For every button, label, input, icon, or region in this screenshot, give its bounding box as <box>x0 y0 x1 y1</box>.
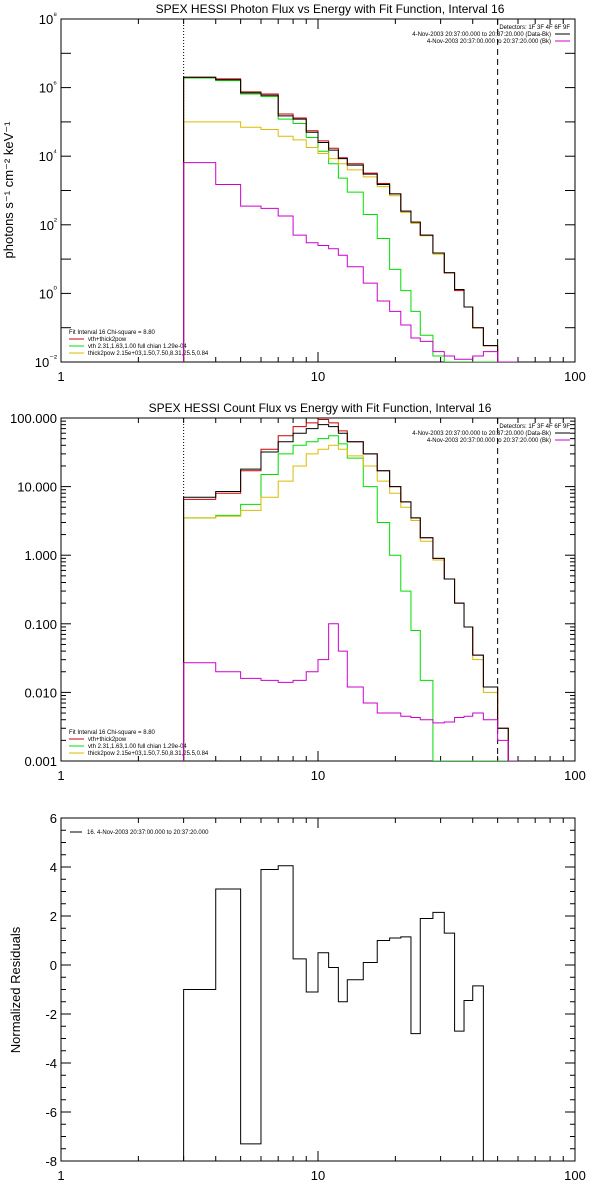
legend-header: Detectors: 1F 3F 4F 6F 9F <box>499 25 570 31</box>
legend-header: Detectors: 1F 3F 4F 6F 9F <box>499 424 570 430</box>
count-flux-y-tick-label: 0.010 <box>24 685 57 700</box>
residuals-y-tick-label: -8 <box>45 1154 57 1169</box>
photon-flux-series-bk <box>183 162 518 362</box>
photon-flux-y-ticks <box>61 18 575 363</box>
photon-flux-series-vth <box>183 77 518 362</box>
photon-flux-x-tick-label: 10 <box>311 369 325 384</box>
fit-entry-red: vth+thick2pow <box>88 737 127 743</box>
count-flux-y-tick-label: 0.100 <box>24 617 57 632</box>
count-flux-series-vth <box>183 435 518 761</box>
residuals-y-tick-label: -2 <box>45 1007 57 1022</box>
residuals-x-ticks <box>60 818 576 1161</box>
residuals-x-tick-label: 10 <box>311 1168 325 1183</box>
residuals-y-tick-label: 0 <box>50 958 57 973</box>
residuals-ylabel: Normalized Residuals <box>8 926 23 1053</box>
photon-flux-y-tick-label: 10⁶ <box>39 79 57 96</box>
residuals-legend-entry: 16. 4-Nov-2003 20:37:00.000 to 20:37:20.… <box>87 830 209 836</box>
fit-entry-gold: thick2pow 2.15e+03,1.50,7.50,8.31,25.5,0… <box>88 351 209 357</box>
photon-flux-y-tick-label: 10⁸ <box>39 10 57 27</box>
fit-entry-green: vth 2.31,1.63,1.00 full chian 1.29e-04 <box>88 744 187 750</box>
count-flux-y-tick-label: 0.001 <box>24 754 57 769</box>
photon-flux-x-tick-label: 1 <box>57 369 64 384</box>
residuals-y-tick-label: 4 <box>50 860 57 875</box>
count-flux-y-tick-label: 10.000 <box>17 480 57 495</box>
fit-entry-red: vth+thick2pow <box>88 337 127 343</box>
residuals-y-tick-label: -4 <box>45 1056 57 1071</box>
fit-entry-green: vth 2.31,1.63,1.00 full chian 1.29e-04 <box>88 344 187 350</box>
photon-flux-ylabel: photons s⁻¹ cm⁻² keV⁻¹ <box>1 121 16 259</box>
fit-legend-header: Fit Interval 16 Chi-square = 8.80 <box>69 330 156 336</box>
count-flux-series-bk <box>183 623 518 761</box>
photon-flux-panel: SPEX HESSI Photon Flux vs Energy with Fi… <box>1 2 586 384</box>
count-flux-x-tick-label: 10 <box>311 768 325 783</box>
photon-flux-series-vth-thick2pow <box>183 76 518 362</box>
count-flux-title: SPEX HESSI Count Flux vs Energy with Fit… <box>149 401 492 415</box>
count-flux-y-tick-label: 100.000 <box>10 411 57 426</box>
residuals-y-tick-label: 6 <box>50 811 57 826</box>
count-flux-y-tick-label: 1.000 <box>24 548 57 563</box>
fit-entry-gold: thick2pow 2.15e+03,1.50,7.50,8.31,25.5,0… <box>88 751 209 757</box>
residuals-y-tick-label: -6 <box>45 1105 57 1120</box>
count-flux-x-tick-label: 1 <box>57 768 64 783</box>
count-flux-series-group <box>183 419 518 761</box>
count-flux-series-thick2pow <box>183 444 518 761</box>
count-flux-x-tick-label: 100 <box>564 768 586 783</box>
residuals-x-tick-label: 100 <box>564 1168 586 1183</box>
count-flux-series-data-bk <box>183 424 518 761</box>
photon-flux-x-tick-label: 100 <box>564 369 586 384</box>
residuals-legend: 16. 4-Nov-2003 20:37:00.000 to 20:37:20.… <box>70 830 209 836</box>
photon-flux-title: SPEX HESSI Photon Flux vs Energy with Fi… <box>156 2 505 16</box>
residuals-series-16-4-nov-2003-20-37-00-000-to-20-37-20-000 <box>183 865 484 1161</box>
count-flux-legend-top-right: Detectors: 1F 3F 4F 6F 9F 4-Nov-2003 20:… <box>412 424 570 444</box>
residuals-panel: Normalized Residuals 16. 4-Nov-2003 20:3… <box>8 811 586 1183</box>
residuals-y-ticks <box>61 817 575 1162</box>
photon-flux-series-group <box>183 76 518 362</box>
count-flux-series-vth-thick2pow <box>183 419 518 761</box>
legend-entry-bk: 4-Nov-2003 20:37:00.000 to 20:37:20.000 … <box>427 39 551 45</box>
photon-flux-y-tick-label: 10⁴ <box>39 147 57 164</box>
photon-flux-y-tick-label: 10² <box>40 216 57 233</box>
photon-flux-legend-bottom-left: Fit Interval 16 Chi-square = 8.80 vth+th… <box>69 330 209 357</box>
legend-entry-data: 4-Nov-2003 20:37:00.000 to 20:37:20.000 … <box>412 32 551 38</box>
count-flux-legend-bottom-left: Fit Interval 16 Chi-square = 8.80 vth+th… <box>69 730 209 757</box>
count-flux-x-ticks <box>60 418 576 761</box>
residuals-x-tick-label: 1 <box>57 1168 64 1183</box>
residuals-y-tick-label: 2 <box>50 909 57 924</box>
count-flux-y-ticks <box>61 417 575 762</box>
count-flux-panel: SPEX HESSI Count Flux vs Energy with Fit… <box>10 401 586 783</box>
legend-entry-data: 4-Nov-2003 20:37:00.000 to 20:37:20.000 … <box>412 431 551 437</box>
photon-flux-series-data-bk <box>183 76 518 362</box>
legend-entry-bk: 4-Nov-2003 20:37:00.000 to 20:37:20.000 … <box>427 438 551 444</box>
fit-legend-header: Fit Interval 16 Chi-square = 8.80 <box>69 730 156 736</box>
photon-flux-y-tick-label: 10⁻² <box>35 353 57 370</box>
photon-flux-y-tick-label: 10⁰ <box>39 284 57 301</box>
photon-flux-series-thick2pow <box>183 121 518 362</box>
residuals-series-group <box>183 865 484 1161</box>
photon-flux-legend-top-right: Detectors: 1F 3F 4F 6F 9F 4-Nov-2003 20:… <box>412 25 570 45</box>
